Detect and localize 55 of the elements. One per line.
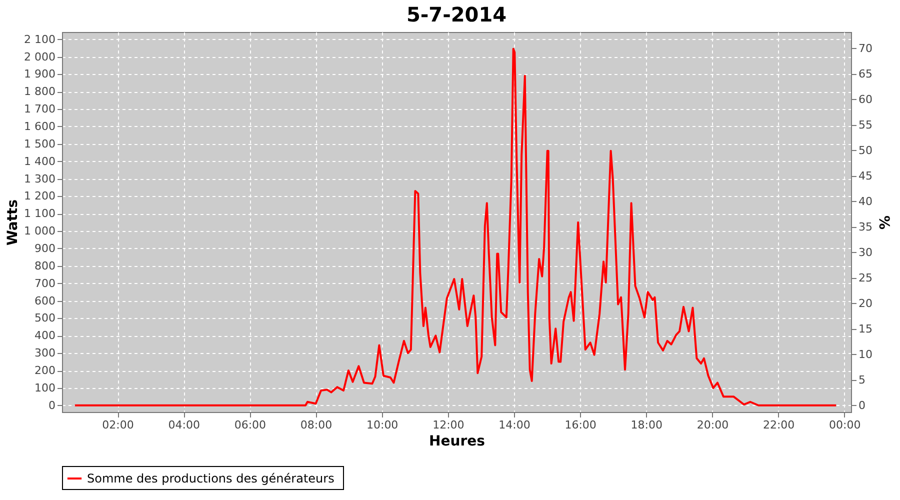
x-tick-label: 06:00 (234, 418, 266, 432)
y-tick-label: 1 800 (24, 85, 56, 98)
x-tick-label: 04:00 (168, 418, 200, 432)
y-tick-label: 1 900 (24, 68, 56, 81)
x-tick-label: 08:00 (300, 418, 332, 432)
y2-tick-label: 45 (858, 169, 872, 182)
y-tick-label: 1 100 (24, 207, 56, 220)
y2-tick-label: 15 (858, 322, 872, 336)
y-tick-label: 1 400 (24, 154, 56, 168)
y2-tick-label: 40 (858, 194, 872, 208)
y2-tick-label: 0 (858, 398, 866, 412)
chart-title: 5-7-2014 (406, 2, 507, 26)
y-tick-label: 200 (34, 364, 56, 378)
legend-label: Somme des productions des générateurs (87, 472, 334, 486)
y-tick-label: 0 (48, 398, 56, 412)
y-tick-label: 1 300 (24, 172, 56, 186)
x-tick-label: 22:00 (762, 418, 795, 432)
y2-tick-label: 70 (858, 42, 872, 55)
y2-tick-label: 50 (858, 144, 872, 157)
y2-tick-label: 55 (858, 118, 872, 132)
y-tick-label: 700 (34, 276, 56, 290)
y-tick-label: 800 (34, 259, 56, 272)
y-tick-label: 500 (34, 312, 56, 325)
y-tick-label: 1 600 (24, 120, 56, 133)
y2-tick-label: 10 (858, 348, 872, 361)
y-tick-label: 2 100 (24, 32, 56, 46)
y2-axis-title: % (875, 215, 892, 230)
y-axis-title: Watts (5, 199, 22, 246)
y-tick-label: 2 000 (24, 50, 56, 64)
y-tick-label: 300 (34, 346, 56, 360)
x-tick-label: 02:00 (102, 418, 134, 432)
y-tick-label: 1 500 (24, 137, 56, 150)
y2-tick-label: 5 (858, 373, 866, 386)
y2-tick-label: 65 (858, 67, 872, 80)
y2-tick-label: 35 (858, 220, 872, 234)
y-tick-label: 600 (34, 294, 56, 308)
y2-tick-label: 25 (858, 271, 872, 284)
y2-tick-label: 60 (858, 92, 872, 106)
y-tick-label: 100 (34, 381, 56, 394)
x-tick-label: 18:00 (630, 418, 662, 432)
x-tick-label: 12:00 (432, 418, 464, 432)
x-tick-label: 20:00 (696, 418, 729, 432)
y-tick-label: 400 (34, 329, 56, 342)
y-tick-label: 1 700 (24, 102, 56, 116)
y2-tick-label: 20 (858, 296, 872, 310)
x-axis-title: Heures (429, 434, 485, 450)
x-tick-label: 10:00 (366, 418, 398, 432)
y-tick-label: 1 000 (24, 224, 56, 238)
y-tick-label: 1 200 (24, 190, 56, 203)
y2-tick-label: 30 (858, 246, 872, 259)
x-tick-label: 16:00 (564, 418, 596, 432)
line-series (74, 48, 838, 406)
y-tick-label: 900 (34, 242, 56, 255)
x-tick-label: 14:00 (498, 418, 530, 432)
x-tick-label: 00:00 (829, 418, 861, 432)
